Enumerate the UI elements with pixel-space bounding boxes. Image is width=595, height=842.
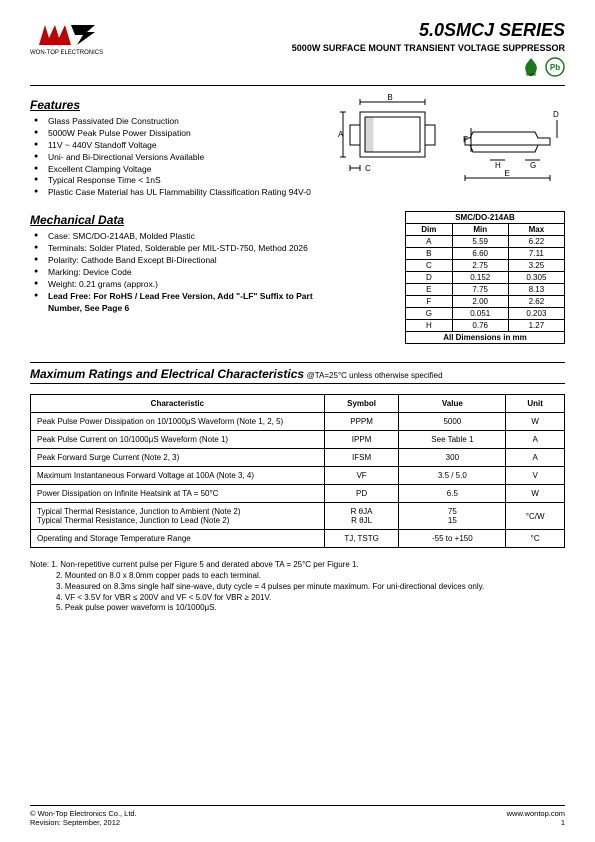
table-row: H0.761.27 (406, 320, 565, 332)
svg-text:Pb: Pb (550, 63, 560, 72)
table-row: C2.753.25 (406, 260, 565, 272)
notes-label: Note: (30, 560, 49, 569)
features-list: Glass Passivated Die Construction 5000W … (30, 116, 320, 199)
features-title: Features (30, 98, 320, 112)
dim-header: Min (452, 224, 508, 236)
dim-caption: SMC/DO-214AB (406, 212, 565, 224)
note-item: 5. Peak pulse power waveform is 10/1000μ… (30, 603, 217, 612)
compliance-badges: RoHS Pb (103, 57, 565, 77)
svg-text:RoHS: RoHS (526, 72, 537, 77)
list-item: Case: SMC/DO-214AB, Molded Plastic (30, 231, 320, 243)
header-rule (30, 85, 565, 86)
list-item: Terminals: Solder Plated, Solderable per… (30, 243, 320, 255)
table-row: Maximum Instantaneous Forward Voltage at… (31, 467, 565, 485)
ratings-title: Maximum Ratings and Electrical Character… (30, 367, 304, 381)
ratings-table: Characteristic Symbol Value Unit Peak Pu… (30, 394, 565, 548)
list-item: Plastic Case Material has UL Flammabilit… (30, 187, 320, 199)
mechanical-list: Case: SMC/DO-214AB, Molded Plastic Termi… (30, 231, 320, 314)
list-item: Polarity: Cathode Band Except Bi-Directi… (30, 255, 320, 267)
dim-footer: All Dimensions in mm (406, 332, 565, 344)
dim-header: Max (508, 224, 564, 236)
note-item: 1. Non-repetitive current pulse per Figu… (51, 560, 358, 569)
footer-company: © Won-Top Electronics Co., Ltd. (30, 809, 137, 818)
ratings-header: Characteristic (31, 395, 325, 413)
table-row: Peak Pulse Power Dissipation on 10/1000μ… (31, 413, 565, 431)
list-item: Typical Response Time < 1nS (30, 175, 320, 187)
note-item: 4. VF < 3.5V for VBR ≤ 200V and VF < 5.0… (30, 593, 271, 602)
list-item: Weight: 0.21 grams (approx.) (30, 279, 320, 291)
table-row: Peak Pulse Current on 10/1000μS Waveform… (31, 431, 565, 449)
rohs-icon: RoHS (521, 57, 541, 77)
ratings-header: Unit (506, 395, 565, 413)
notes-section: Note: 1. Non-repetitive current pulse pe… (30, 560, 565, 614)
table-row: B6.607.11 (406, 248, 565, 260)
list-item: 5000W Peak Pulse Power Dissipation (30, 128, 320, 140)
note-item: 2. Mounted on 8.0 x 8.0mm copper pads to… (30, 571, 261, 580)
footer-page: 1 (507, 818, 565, 827)
table-row: G0.0510.203 (406, 308, 565, 320)
mech-row: Mechanical Data Case: SMC/DO-214AB, Mold… (30, 205, 565, 344)
table-row: Power Dissipation on Infinite Heatsink a… (31, 485, 565, 503)
list-item: Lead Free: For RoHS / Lead Free Version,… (30, 291, 320, 315)
svg-text:H: H (495, 161, 501, 170)
ratings-heading: Maximum Ratings and Electrical Character… (30, 367, 565, 384)
table-row: D0.1520.305 (406, 272, 565, 284)
note-item: 3. Measured on 8.3ms single half sine-wa… (30, 582, 484, 591)
list-item: 11V ~ 440V Standoff Voltage (30, 140, 320, 152)
ratings-header: Value (399, 395, 506, 413)
table-row: E7.758.13 (406, 284, 565, 296)
table-row: Operating and Storage Temperature RangeT… (31, 530, 565, 548)
table-row: A5.596.22 (406, 236, 565, 248)
svg-text:D: D (553, 110, 559, 119)
svg-text:B: B (387, 93, 392, 102)
ratings-condition: @TA=25°C unless otherwise specified (307, 371, 443, 380)
ratings-header: Symbol (324, 395, 399, 413)
svg-text:F: F (463, 135, 468, 144)
svg-text:G: G (530, 161, 536, 170)
mechanical-title: Mechanical Data (30, 213, 320, 227)
series-title: 5.0SMCJ SERIES (103, 20, 565, 41)
table-row: Peak Forward Surge Current (Note 2, 3)IF… (31, 449, 565, 467)
svg-text:A: A (338, 130, 344, 139)
svg-text:C: C (365, 164, 371, 173)
page-header: WON-TOP ELECTRONICS 5.0SMCJ SERIES 5000W… (30, 20, 565, 77)
list-item: Uni- and Bi-Directional Versions Availab… (30, 152, 320, 164)
pb-free-icon: Pb (545, 57, 565, 77)
list-item: Marking: Device Code (30, 267, 320, 279)
logo-label: WON-TOP ELECTRONICS (30, 50, 103, 56)
table-row: F2.002.62 (406, 296, 565, 308)
list-item: Glass Passivated Die Construction (30, 116, 320, 128)
features-row: Features Glass Passivated Die Constructi… (30, 90, 565, 199)
footer-url: www.wontop.com (507, 809, 565, 818)
svg-text:E: E (504, 169, 509, 178)
title-box: 5.0SMCJ SERIES 5000W SURFACE MOUNT TRANS… (103, 20, 565, 77)
section-rule (30, 362, 565, 363)
company-logo-icon (37, 20, 97, 50)
logo: WON-TOP ELECTRONICS (30, 20, 103, 56)
dimensions-table: SMC/DO-214AB Dim Min Max A5.596.22 B6.60… (405, 211, 565, 344)
footer-revision: Revision: September, 2012 (30, 818, 137, 827)
dim-header: Dim (406, 224, 453, 236)
page-footer: © Won-Top Electronics Co., Ltd. Revision… (30, 805, 565, 827)
list-item: Excellent Clamping Voltage (30, 164, 320, 176)
package-drawing: B A C D F H (335, 90, 565, 185)
subtitle: 5000W SURFACE MOUNT TRANSIENT VOLTAGE SU… (103, 43, 565, 53)
table-row: Typical Thermal Resistance, Junction to … (31, 503, 565, 530)
